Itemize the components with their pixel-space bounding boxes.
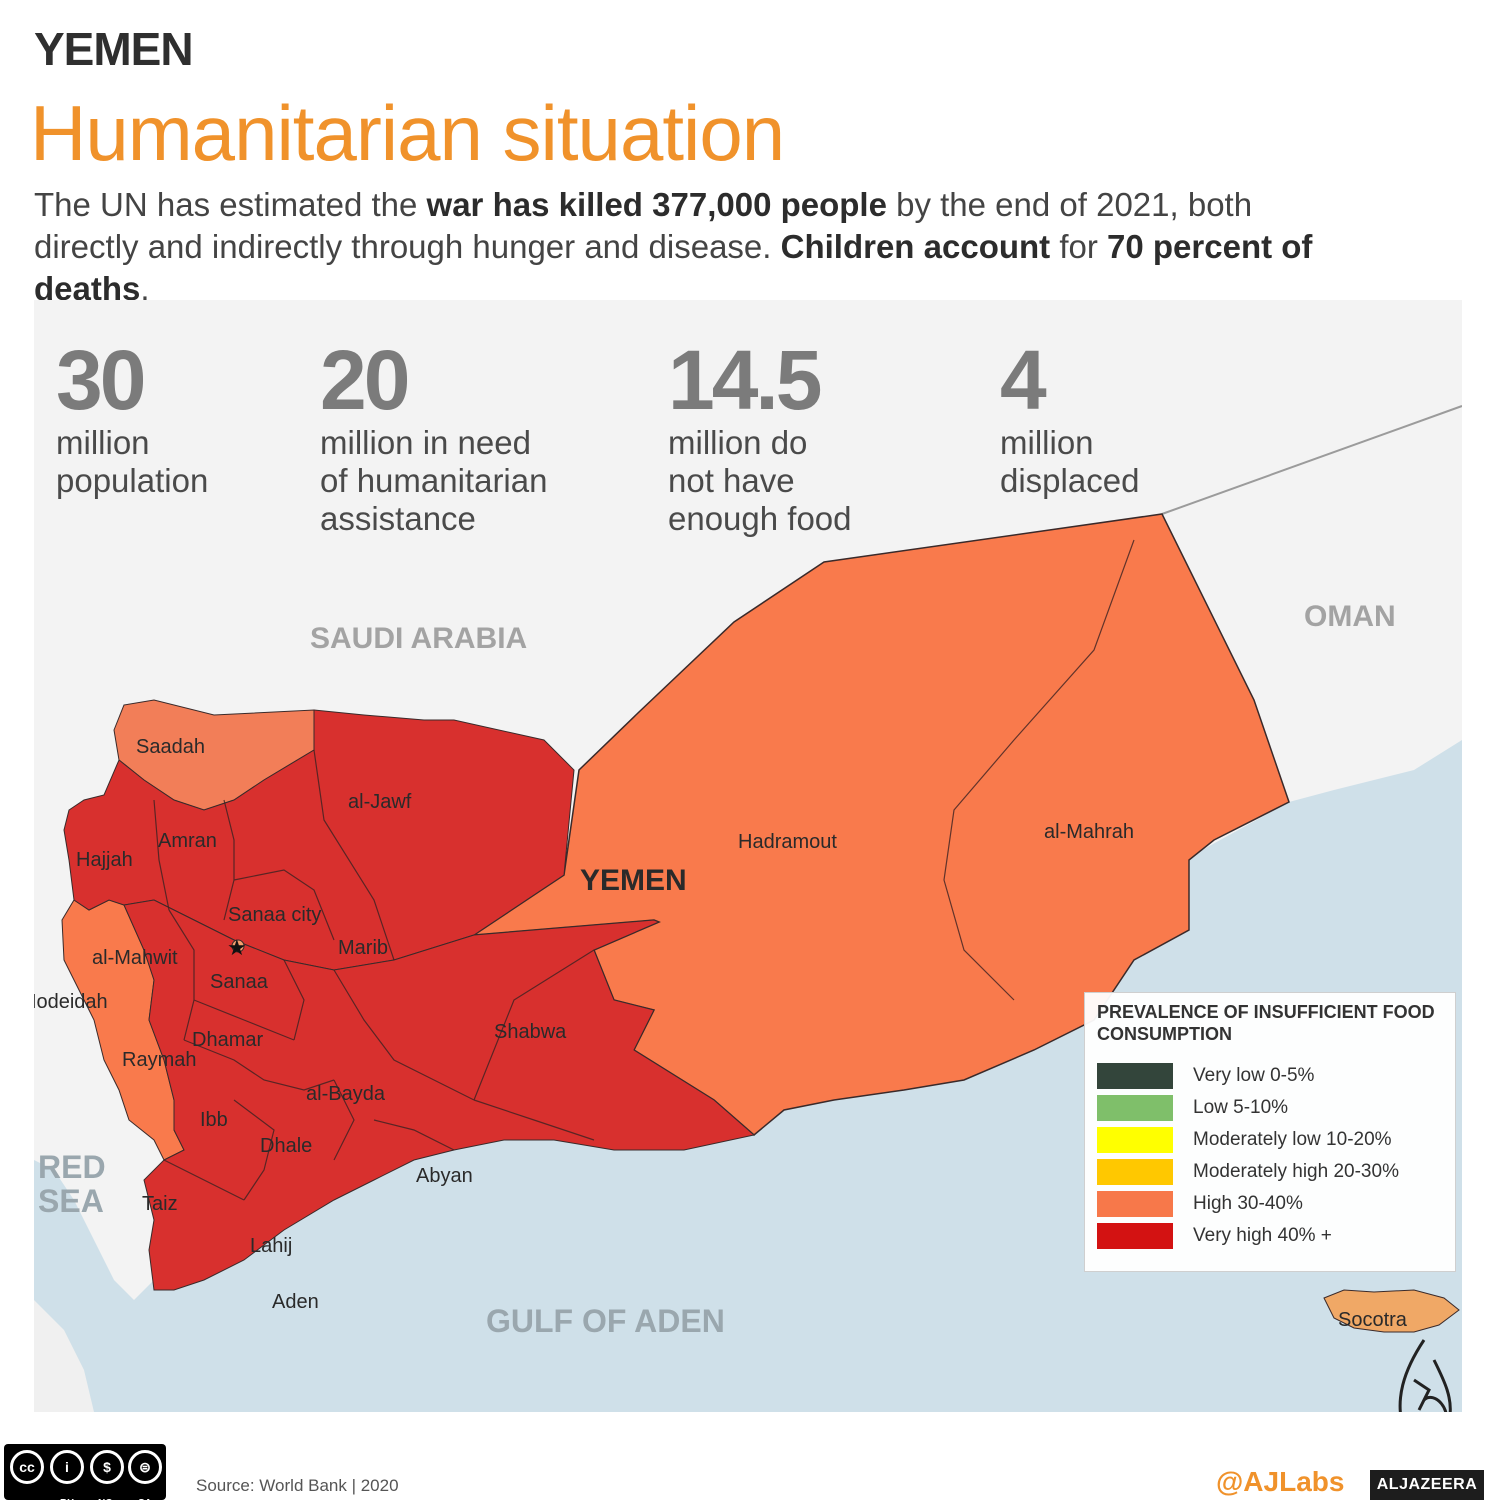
region-label: Aden (272, 1291, 319, 1313)
region-label: Shabwa (494, 1021, 567, 1043)
creative-commons-badge: cc i $ ⊜ BY NC SA (4, 1444, 166, 1509)
stat-value: 20 (320, 333, 410, 427)
legend-label: Moderately low 10-20% (1193, 1129, 1392, 1150)
noncommercial-icon: $ (90, 1450, 124, 1484)
region-label: Lahij (250, 1235, 292, 1257)
license-label: SA (138, 1498, 152, 1509)
ajlabs-handle: @AJLabs (1216, 1466, 1345, 1497)
intro-text: . (140, 270, 150, 307)
district-borders (153, 539, 1135, 1201)
stat-population: 30 million population (56, 338, 208, 500)
stat-value: 30 (56, 333, 146, 427)
region-label: Saadah (136, 736, 205, 758)
region-label: Ibb (200, 1109, 228, 1131)
map-container: ★ Sanaa city Saadah al-Jawf Amran Hajjah… (34, 300, 1462, 1412)
stat-value: 4 (1000, 333, 1047, 427)
region-label: Raymah (122, 1049, 196, 1071)
stat-label: million do not have enough food (668, 424, 852, 537)
legend-label: Low 5-10% (1193, 1097, 1289, 1118)
oman-border (1161, 405, 1462, 515)
intro-text: by the end of 2021, both directly and in… (34, 186, 1253, 265)
region-label: Abyan (416, 1165, 473, 1187)
legend-title: PREVALENCE OF INSUFFICIENT FOOD CONSUMPT… (1097, 1002, 1435, 1044)
intro-highlight: war has killed 377,000 people (426, 186, 887, 223)
region-label: al-Bayda (306, 1083, 386, 1105)
cc-icon: cc (10, 1450, 44, 1484)
map-legend: PREVALENCE OF INSUFFICIENT FOOD CONSUMPT… (1084, 992, 1456, 1272)
stat-no-food: 14.5 million do not have enough food (668, 338, 852, 538)
stat-label: million in need of humanitarian assistan… (320, 424, 548, 537)
region-label: Marib (338, 937, 388, 959)
kicker-title: YEMEN (34, 23, 194, 75)
source-note: Source: World Bank | 2020 (196, 1476, 399, 1495)
region-socotra (1323, 1289, 1460, 1333)
region-label: Taiz (142, 1193, 178, 1215)
intro-paragraph: The UN has estimated the war has killed … (34, 184, 1334, 310)
legend-swatch (1097, 1191, 1173, 1217)
legend-swatch (1097, 1159, 1173, 1185)
stat-label: million displaced (1000, 424, 1140, 499)
sea-label: SEA (38, 1183, 104, 1219)
stat-value: 14.5 (668, 333, 822, 427)
capital-marker (231, 939, 245, 953)
region-label: Sanaa city (228, 904, 321, 926)
license-label: BY (60, 1498, 74, 1509)
region-label: Dhale (260, 1135, 312, 1157)
legend-swatch (1097, 1223, 1173, 1249)
region-label: al-Mahwit (92, 947, 178, 969)
region-label: Hajjah (76, 849, 133, 871)
stat-displaced: 4 million displaced (1000, 338, 1139, 500)
intro-highlight: Children account (780, 228, 1051, 265)
sharealike-icon: ⊜ (128, 1450, 162, 1484)
legend-swatch (1097, 1095, 1173, 1121)
legend-label: Very high 40% + (1193, 1225, 1332, 1246)
legend-label: High 30-40% (1193, 1193, 1303, 1214)
attribution-icon: i (50, 1450, 84, 1484)
region-label: Dhamar (192, 1029, 263, 1051)
region-label: al-Mahrah (1044, 821, 1134, 843)
region-north-red (63, 709, 575, 971)
neighbor-label: SAUDI ARABIA (310, 622, 527, 655)
region-label: al-Jawf (348, 791, 412, 813)
country-label: YEMEN (580, 864, 687, 897)
sea-label: GULF OF ADEN (486, 1303, 725, 1339)
legend-swatch (1097, 1127, 1173, 1153)
aljazeera-wordmark: ALJAZEERA (1370, 1470, 1484, 1500)
license-label: NC (98, 1498, 113, 1509)
land-africa (34, 1300, 94, 1412)
stat-label: million population (56, 424, 209, 499)
capital-star-icon: ★ (227, 935, 247, 960)
legend-label: Moderately high 20-30% (1193, 1161, 1399, 1182)
aljazeera-logo-icon (1398, 1339, 1452, 1412)
intro-text: The UN has estimated the (34, 186, 427, 223)
neighbor-label: OMAN (1304, 600, 1396, 633)
region-label: Hodeidah (34, 991, 108, 1013)
region-label: Sanaa (210, 971, 269, 993)
stat-need-assistance: 20 million in need of humanitarian assis… (320, 338, 547, 538)
intro-text: for (1050, 228, 1108, 265)
region-label: Amran (158, 830, 217, 852)
region-label: Hadramout (738, 831, 837, 853)
map-canvas: ★ Sanaa city Saadah al-Jawf Amran Hajjah… (34, 300, 1462, 1412)
region-label: Socotra (1338, 1309, 1408, 1331)
sea-label: RED (38, 1149, 106, 1185)
legend-swatch (1097, 1063, 1173, 1089)
page-title: Humanitarian situation (30, 89, 785, 177)
legend-label: Very low 0-5% (1193, 1065, 1315, 1086)
